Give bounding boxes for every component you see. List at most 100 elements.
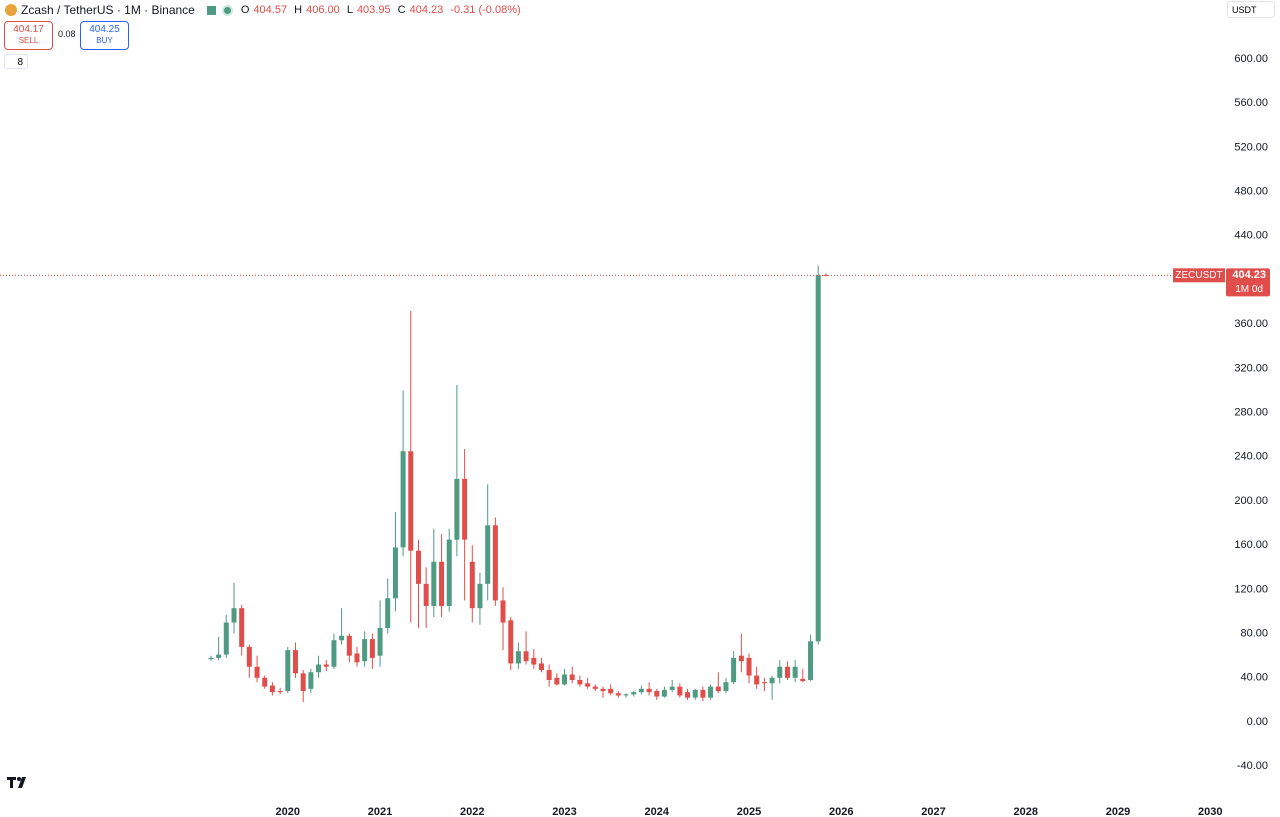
candle-body — [784, 666, 790, 678]
ohlc-value: 404.57 — [253, 4, 288, 16]
candle-body — [354, 653, 360, 663]
candle — [562, 668, 568, 686]
candle — [585, 677, 591, 689]
candle — [815, 265, 821, 645]
candle-body — [723, 682, 729, 692]
symbol-tag — [1173, 268, 1225, 283]
candle-body — [277, 691, 283, 693]
candle — [731, 651, 737, 685]
candle — [223, 614, 229, 658]
candle-body — [423, 583, 429, 606]
candle-body — [331, 640, 337, 667]
candle — [523, 631, 529, 665]
candle — [292, 642, 298, 678]
candle — [308, 668, 314, 694]
y-tick-label: 0.00 — [1247, 716, 1268, 728]
candle — [615, 691, 621, 698]
candle — [623, 693, 629, 698]
candle — [800, 668, 806, 683]
candle — [577, 675, 583, 687]
candle-body — [492, 525, 498, 601]
candle — [654, 688, 660, 700]
candle — [369, 633, 375, 669]
candle-body — [808, 641, 814, 680]
candle — [508, 617, 514, 671]
y-tick-label: 360.00 — [1234, 318, 1268, 330]
candle-body — [339, 635, 345, 641]
candle-body — [477, 583, 483, 609]
candle — [761, 677, 767, 692]
candle-body — [608, 688, 614, 694]
indicators-toggle[interactable]: 8 — [4, 54, 28, 69]
y-tick-label: 80.00 — [1240, 627, 1268, 639]
candle-body — [239, 608, 245, 647]
y-tick-label: 200.00 — [1234, 495, 1268, 507]
candle — [700, 686, 706, 701]
candle-body — [208, 657, 214, 659]
y-tick-label: 240.00 — [1234, 451, 1268, 463]
candle — [385, 578, 391, 634]
candle-body — [377, 628, 383, 656]
y-tick-label: 440.00 — [1234, 230, 1268, 242]
x-tick-label: 2030 — [1198, 806, 1222, 817]
candle-body — [569, 674, 575, 680]
candle — [808, 634, 814, 682]
candle-body — [700, 689, 706, 698]
candle — [469, 545, 475, 623]
candle — [569, 666, 575, 684]
candle-body — [431, 561, 437, 606]
candle-body — [216, 654, 222, 658]
candle — [608, 684, 614, 696]
candle-body — [385, 598, 391, 629]
candle — [408, 310, 414, 623]
candle — [269, 682, 275, 696]
candle-body — [646, 688, 652, 693]
candle-body — [815, 274, 821, 642]
candle-body — [439, 561, 445, 606]
candle — [239, 604, 245, 656]
y-tick-label: 520.00 — [1234, 141, 1268, 153]
candle — [492, 517, 498, 606]
candle — [216, 636, 222, 661]
candle-body — [223, 622, 229, 655]
buy-button[interactable]: 404.25 BUY — [80, 21, 129, 50]
candle — [784, 661, 790, 680]
candle-body — [746, 657, 752, 676]
x-tick-label: 2022 — [460, 806, 484, 817]
candle-body — [769, 677, 775, 684]
candle-body — [500, 600, 506, 623]
candle-body — [661, 689, 667, 697]
candle — [538, 657, 544, 673]
candle-body — [585, 683, 591, 687]
change: -0.31 (-0.08%) — [450, 4, 521, 16]
candle — [254, 655, 260, 683]
candle — [362, 631, 368, 667]
currency[interactable]: USDT — [1227, 1, 1275, 18]
candle-body — [515, 651, 521, 664]
y-tick-label: -40.00 — [1237, 760, 1268, 772]
sell-price: 404.17 — [13, 24, 44, 35]
buy-price: 404.25 — [89, 24, 120, 35]
candle-body — [300, 673, 306, 692]
candle-body — [316, 664, 322, 673]
tv-logo — [7, 777, 26, 788]
candle — [546, 664, 552, 687]
ohlc: O 404.57 H 406.00 L 403.95 C 404.23 -0.31 (-… — [241, 4, 525, 16]
candle — [462, 449, 468, 601]
candle — [500, 587, 506, 651]
candle — [777, 660, 783, 684]
candle-body — [638, 688, 644, 693]
candle — [323, 660, 329, 672]
candle-body — [462, 478, 468, 540]
symbol[interactable]: Zcash / TetherUS · 1M · Binance — [21, 3, 195, 17]
candle-body — [554, 677, 560, 685]
candle — [400, 390, 406, 557]
sell-button[interactable]: 404.17 SELL — [4, 21, 53, 50]
candle-body — [408, 451, 414, 551]
y-tick-label: 320.00 — [1234, 362, 1268, 374]
candle-body — [692, 689, 698, 698]
candle — [262, 675, 268, 689]
candle — [708, 684, 714, 700]
